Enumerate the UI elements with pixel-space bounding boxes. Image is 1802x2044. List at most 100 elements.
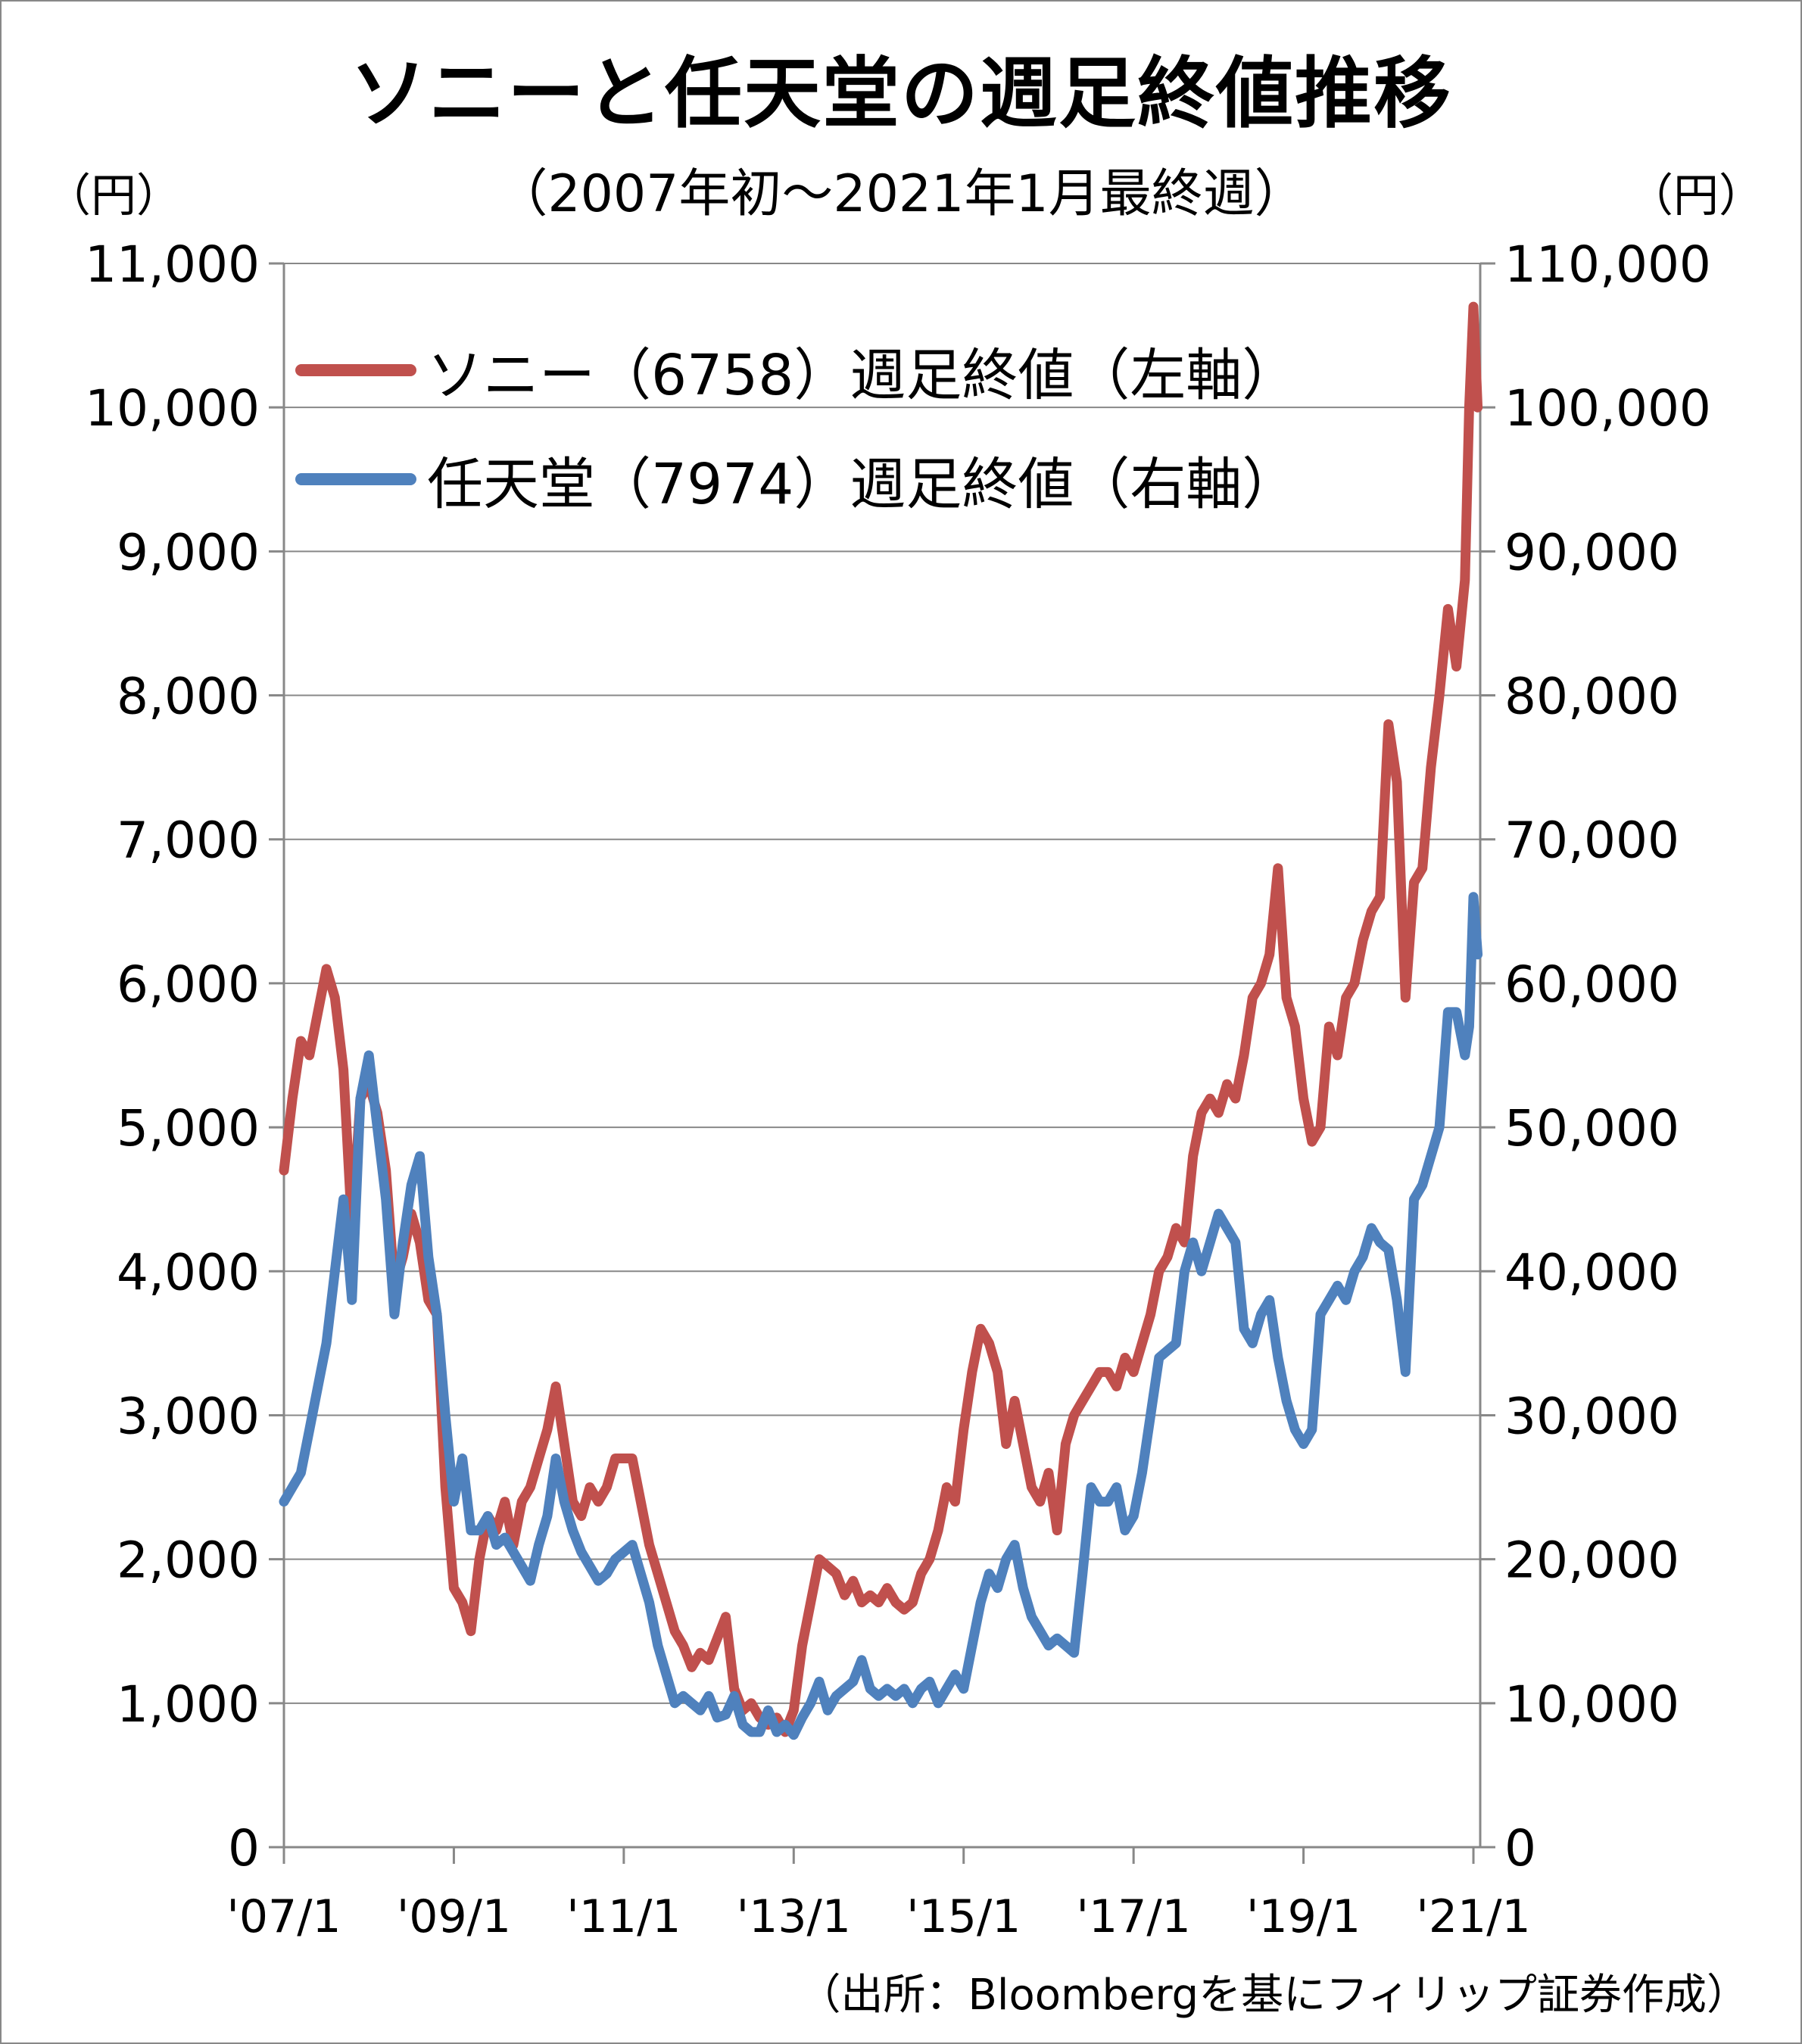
data-point-sony [831,1569,841,1578]
data-point-nintendo [338,1195,348,1204]
data-point-nintendo [1001,1554,1011,1564]
data-point-sony [815,1554,824,1564]
data-point-nintendo [457,1454,467,1463]
data-point-nintendo [304,1425,314,1435]
data-point-nintendo [1052,1634,1062,1644]
data-point-nintendo [789,1730,799,1740]
data-point-nintendo [1451,1007,1461,1017]
data-point-sony [1341,992,1351,1002]
data-point-sony [857,1597,867,1607]
data-point-sony [525,1482,535,1492]
right-axis-tick-label: 10,000 [1504,1675,1679,1734]
data-point-nintendo [1188,1238,1198,1248]
data-point-sony [1298,1094,1308,1104]
data-point-sony [610,1454,620,1463]
legend-swatch-sony [295,364,416,376]
right-axis-tick-label: 100,000 [1504,379,1711,438]
x-axis-tick-label: '21/1 [1416,1890,1530,1943]
left-axis-tick-label: 0 [228,1819,260,1877]
data-point-sony [1443,604,1453,614]
data-point-nintendo [1137,1468,1147,1478]
data-point-nintendo [772,1727,781,1737]
data-point-nintendo [1061,1640,1071,1650]
right-axis-tick-label: 60,000 [1504,955,1679,1014]
data-point-sony [1205,1094,1215,1104]
data-point-nintendo [1027,1612,1037,1622]
chart-subtitle: （2007年初～2021年1月最終週） [496,164,1306,224]
data-point-nintendo [959,1684,968,1693]
data-point-sony [1052,1525,1062,1535]
data-point-nintendo [449,1497,459,1507]
data-point-sony [1129,1367,1139,1377]
data-point-nintendo [1154,1353,1164,1363]
data-point-sony [1061,1439,1071,1449]
data-point-sony [1154,1267,1164,1276]
x-axis-tick-label: '15/1 [906,1890,1021,1943]
data-point-nintendo [781,1720,790,1730]
data-point-nintendo [1409,1195,1419,1204]
data-point-sony [500,1497,510,1507]
data-point-sony [304,1051,314,1060]
data-point-sony [1163,1252,1172,1262]
left-axis-tick-label: 2,000 [117,1531,260,1590]
data-point-nintendo [840,1684,850,1693]
source-note: （出所：Bloombergを基にフィリップ証券作成） [798,1971,1749,2020]
data-point-sony [585,1482,594,1492]
data-point-nintendo [815,1677,824,1687]
left-axis-tick-label: 6,000 [117,955,260,1014]
data-point-sony [1077,1396,1087,1406]
left-axis-tick-label: 11,000 [85,235,260,294]
data-point-nintendo [1282,1396,1292,1406]
legend-item-nintendo: 任天堂（7974）週足終値（右軸） [295,438,1298,521]
data-point-nintendo [1095,1497,1105,1507]
data-point-nintendo [1349,1267,1359,1276]
left-axis-tick-label: 10,000 [85,379,260,438]
data-point-sony [874,1597,884,1607]
data-point-nintendo [1464,1022,1474,1031]
data-point-nintendo [322,1338,332,1348]
data-point-nintendo [423,1252,433,1262]
data-point-nintendo [1146,1410,1155,1420]
data-point-sony [1035,1497,1045,1507]
data-point-sony [1473,403,1482,413]
data-point-nintendo [1214,1209,1224,1219]
data-point-nintendo [1180,1267,1189,1276]
data-point-nintendo [517,1562,527,1572]
legend-label-nintendo: 任天堂（7974）週足終値（右軸） [427,451,1298,517]
data-point-sony [993,1367,1002,1377]
data-point-nintendo [704,1691,714,1701]
data-point-sony [576,1511,586,1521]
data-point-sony [1188,1151,1198,1161]
data-point-nintendo [594,1576,603,1586]
data-point-nintendo [1392,1295,1401,1305]
data-point-sony [1401,992,1411,1002]
left-axis-tick-label: 4,000 [117,1243,260,1301]
data-point-sony [1027,1482,1037,1492]
right-axis-tick-label: 30,000 [1504,1387,1679,1445]
data-point-nintendo [1316,1310,1325,1320]
data-point-nintendo [729,1691,739,1701]
data-point-nintendo [389,1310,399,1320]
data-point-nintendo [1290,1425,1300,1435]
data-point-nintendo [1298,1439,1308,1449]
data-point-nintendo [1230,1238,1240,1248]
data-point-sony [1111,1382,1121,1391]
data-point-nintendo [967,1640,977,1650]
data-point-nintendo [678,1691,688,1701]
legend-item-sony: ソニー（6758）週足終値（左軸） [295,329,1298,412]
data-point-sony [1103,1367,1113,1377]
data-point-nintendo [755,1727,765,1737]
data-point-nintendo [916,1684,926,1693]
data-point-sony [1001,1439,1011,1449]
data-point-sony [288,1094,298,1104]
data-point-nintendo [891,1691,900,1701]
data-point-nintendo [1341,1295,1351,1305]
data-point-sony [1086,1382,1096,1391]
data-point-sony [924,1554,934,1564]
data-point-nintendo [491,1540,501,1550]
data-point-nintendo [610,1554,620,1564]
data-point-sony [466,1626,475,1636]
right-axis-tick-label: 40,000 [1504,1243,1679,1301]
data-point-nintendo [1333,1281,1342,1291]
data-point-nintendo [831,1691,841,1701]
